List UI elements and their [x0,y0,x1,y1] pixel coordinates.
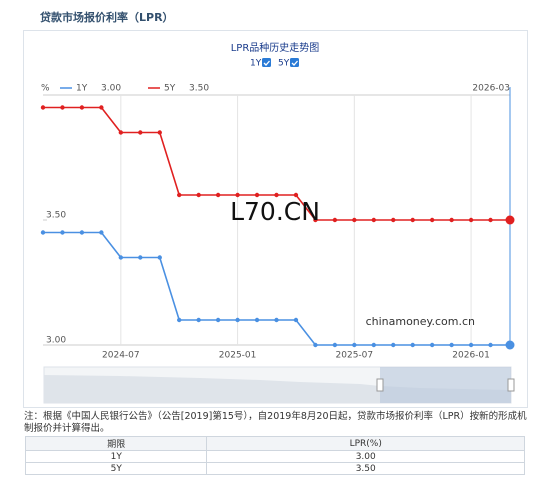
note: 注：根据《中国人民银行公告》（公告[2019]第15号），自2019年8月20日… [24,411,527,434]
data-point [371,217,376,223]
table-header: LPR(%) [206,436,525,451]
checkbox[interactable] [290,58,299,67]
data-point [177,317,182,323]
data-point [391,217,396,223]
x-tick-label: 2024-07 [102,351,140,361]
watermark: L70.CN [230,197,320,226]
data-point [99,230,104,235]
data-point [313,217,318,223]
data-point [371,342,376,348]
data-point [177,192,182,198]
data-point [215,192,221,198]
table-cell: 5Y [24,462,208,475]
data-point [138,130,143,135]
data-point [429,342,435,348]
y-tick-label: 3.00 [46,336,66,346]
source: chinamoney.com.cn [366,315,475,328]
legend-label: 1Y [76,84,88,94]
data-point [293,317,299,323]
table-cell: 3.50 [206,462,525,475]
data-point [449,342,454,348]
data-point [118,255,124,260]
data-point [410,217,415,223]
data-point [215,317,221,323]
data-point [60,230,65,235]
data-point [99,105,104,110]
data-point [449,217,454,223]
data-point [235,192,240,198]
data-point [468,217,474,223]
data-point [391,342,396,348]
data-point [274,317,279,323]
table-cell: 1Y [24,450,208,463]
data-point [40,105,46,110]
series-line [43,231,510,346]
checkbox-label: 1Y [250,59,262,69]
x-tick-label: 2026-01 [452,351,490,361]
data-point [196,192,201,198]
data-point [488,217,493,223]
chart-title: LPR品种历史走势图 [231,41,320,54]
data-point [157,255,162,260]
data-point [313,342,318,348]
data-point [79,105,85,110]
data-point [79,230,85,235]
data-point [60,105,65,110]
data-point [468,342,474,348]
data-point [293,192,299,198]
navigator-selection[interactable] [380,367,511,403]
data-point [352,342,357,348]
y-axis-label: % [41,84,50,94]
data-point [40,230,46,235]
checkbox-label: 5Y [278,59,290,69]
checkbox-check [291,60,298,66]
data-point [138,255,143,260]
data-point [254,317,260,323]
navigator-handle[interactable] [376,378,384,392]
checkbox-check [263,60,270,66]
data-point [410,342,415,348]
data-point [157,130,162,135]
data-point [488,342,493,348]
navigator-handle[interactable] [507,378,515,392]
table-cell: 3.00 [206,450,525,463]
chart-frame [23,30,528,408]
x-tick-label: 2025-01 [219,351,257,361]
y-tick-label: 3.50 [46,211,66,221]
data-point [505,340,515,350]
chart: LPR品种历史走势图 % 2024-07 2025-01 2025-07 2026-0… [40,41,515,404]
data-point [274,192,279,198]
data-point [352,217,357,223]
data-point [429,217,435,223]
data-point [196,317,201,323]
legend-value: 3.50 [189,84,209,94]
data-point [505,215,515,225]
crosshair-date: 2026-03 [472,84,510,94]
lpr-table: 期限 LPR(%) 1Y 3.00 5Y 3.50 [24,436,525,475]
legend-label: 5Y [164,84,176,94]
checkbox[interactable] [262,58,271,67]
data-point [332,342,338,348]
legend-value: 3.00 [101,84,121,94]
data-point [254,192,260,198]
data-point [118,130,124,135]
x-tick-label: 2025-07 [336,351,374,361]
data-point [235,317,240,323]
table-header: 期限 [24,436,208,451]
page-title: 贷款市场报价利率（LPR） [40,11,174,24]
data-point [332,217,338,223]
